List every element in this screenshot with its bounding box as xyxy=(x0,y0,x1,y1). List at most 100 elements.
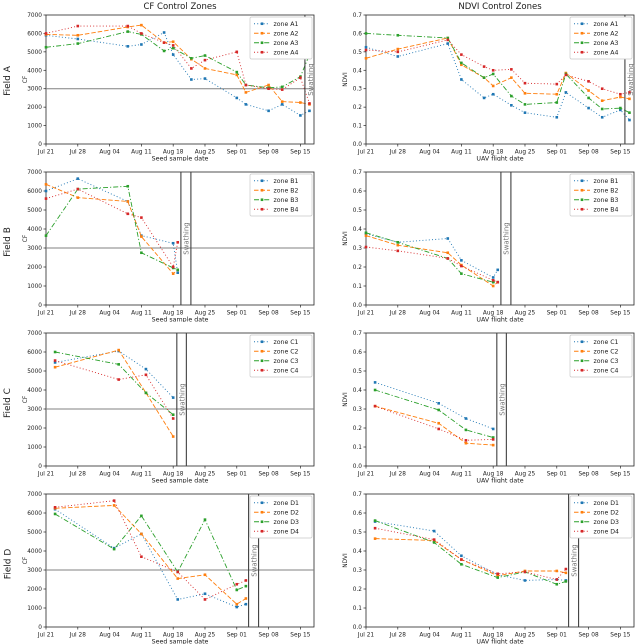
legend-marker xyxy=(580,188,584,192)
data-point-marker xyxy=(619,92,622,96)
x-tick-label: Aug 18 xyxy=(163,150,184,156)
data-point-marker xyxy=(491,72,495,76)
data-point-marker xyxy=(171,435,175,438)
data-point-marker xyxy=(460,259,463,262)
y-tick-label: 0.4 xyxy=(353,388,363,394)
data-point-marker xyxy=(460,272,463,275)
data-point-marker xyxy=(510,94,513,98)
x-tick-label: Jul 28 xyxy=(69,472,87,478)
data-point-marker xyxy=(76,177,80,180)
series-line xyxy=(45,31,310,89)
data-point-marker xyxy=(523,103,527,106)
y-tick-label: 0.3 xyxy=(353,568,363,574)
data-point-marker xyxy=(364,234,368,237)
legend-marker xyxy=(580,179,584,183)
data-point-marker xyxy=(235,605,239,609)
x-tick-label: Sep 08 xyxy=(258,150,278,156)
y-tick-label: 5000 xyxy=(27,530,42,536)
data-point-marker xyxy=(176,570,180,574)
x-tick-label: Sep 01 xyxy=(227,472,247,478)
legend-label: zone A1 xyxy=(594,21,619,28)
x-tick-label: Aug 18 xyxy=(483,633,504,639)
legend-entry: zone A2 xyxy=(254,30,298,37)
x-tick-label: Sep 08 xyxy=(578,472,598,478)
y-tick-label: 0.0 xyxy=(353,142,363,148)
legend-label: zone D1 xyxy=(274,500,299,507)
data-point-marker xyxy=(235,588,239,592)
y-tick-label: 2000 xyxy=(27,587,42,593)
data-point-marker xyxy=(235,73,239,77)
y-axis-label: CF xyxy=(23,76,29,83)
data-point-marker xyxy=(491,427,495,431)
x-tick-label: Sep 08 xyxy=(578,150,598,156)
data-point-marker xyxy=(76,187,80,191)
x-tick-label: Aug 25 xyxy=(515,150,536,156)
data-point-marker xyxy=(373,519,377,522)
chart-svg: 0.0 0.1 0.2 0.3 0.4 0.5 0.6 0.7 Jul 21 Jul 28 Aug … xyxy=(343,492,635,644)
data-point-marker xyxy=(53,350,57,354)
y-tick-label: 0.1 xyxy=(353,606,363,612)
x-tick-label: Sep 15 xyxy=(290,311,310,317)
x-axis-label: Seed sample date xyxy=(152,478,209,484)
chart-field-c-ndvi: 0.0 0.1 0.2 0.3 0.4 0.5 0.6 0.7 Jul 21 Jul 28 Aug … xyxy=(320,322,640,485)
y-tick-label: 5000 xyxy=(27,369,42,375)
y-tick-label: 4000 xyxy=(27,549,42,555)
data-point-marker xyxy=(76,196,80,199)
legend-entry: zone B3 xyxy=(254,197,298,204)
legend-marker xyxy=(580,501,584,505)
legend-entry: zone C2 xyxy=(574,348,619,355)
legend-marker xyxy=(260,510,264,514)
data-point-marker xyxy=(140,32,143,35)
legend-marker xyxy=(260,31,264,35)
y-axis: 0 1000 2000 3000 4000 5000 6000 7000 xyxy=(27,492,46,631)
legend-label: zone A2 xyxy=(274,30,299,37)
x-axis-label: Seed sample date xyxy=(152,156,209,162)
x-tick-label: Aug 04 xyxy=(419,633,440,639)
legend-marker xyxy=(580,41,584,45)
data-point-marker xyxy=(126,30,130,33)
series-zone-A4 xyxy=(44,24,311,105)
data-point-marker xyxy=(496,280,500,284)
data-point-marker xyxy=(555,82,559,86)
y-tick-label: 1000 xyxy=(27,284,42,290)
chart-field-b-cf: 0 1000 2000 3000 4000 5000 6000 7000 Jul 21 Jul 2… xyxy=(0,161,320,324)
series-line xyxy=(375,527,567,581)
y-tick-label: 4000 xyxy=(27,227,42,233)
x-tick-label: Aug 18 xyxy=(483,150,504,156)
data-point-marker xyxy=(460,554,463,558)
legend-marker xyxy=(260,520,264,524)
legend-label: zone C1 xyxy=(594,339,619,346)
data-point-marker xyxy=(600,107,604,111)
y-tick-label: 0.0 xyxy=(353,464,363,470)
data-point-marker xyxy=(491,438,495,441)
data-point-marker xyxy=(555,115,559,119)
data-point-marker xyxy=(510,76,513,79)
y-tick-label: 0.4 xyxy=(353,227,363,233)
series-zone-D3 xyxy=(53,512,248,592)
y-tick-label: 0.2 xyxy=(353,265,363,271)
data-point-marker xyxy=(126,45,130,48)
legend-entry: zone D3 xyxy=(574,519,619,526)
series-line xyxy=(45,24,310,105)
legend-entry: zone A3 xyxy=(574,40,618,47)
x-tick-label: Aug 18 xyxy=(163,472,184,478)
series-zone-B2 xyxy=(44,183,180,275)
data-point-marker xyxy=(203,77,207,80)
legend-entry: zone D2 xyxy=(574,509,619,516)
series-line xyxy=(374,389,494,438)
series-line xyxy=(55,504,247,605)
series-zone-A1 xyxy=(44,31,311,117)
data-point-marker xyxy=(171,44,175,47)
data-point-marker xyxy=(446,38,450,42)
data-point-marker xyxy=(491,276,495,279)
data-point-marker xyxy=(460,61,463,65)
legend: zone C1 zone C2 zone C3 zone C4 xyxy=(569,334,633,378)
data-point-marker xyxy=(203,598,207,601)
legend-label: zone C4 xyxy=(274,367,299,374)
y-tick-label: 6000 xyxy=(27,511,42,517)
data-point-marker xyxy=(564,580,568,583)
data-point-marker xyxy=(628,97,631,101)
data-point-marker xyxy=(491,280,495,284)
y-tick-label: 6000 xyxy=(27,350,42,356)
data-point-marker xyxy=(244,602,248,606)
